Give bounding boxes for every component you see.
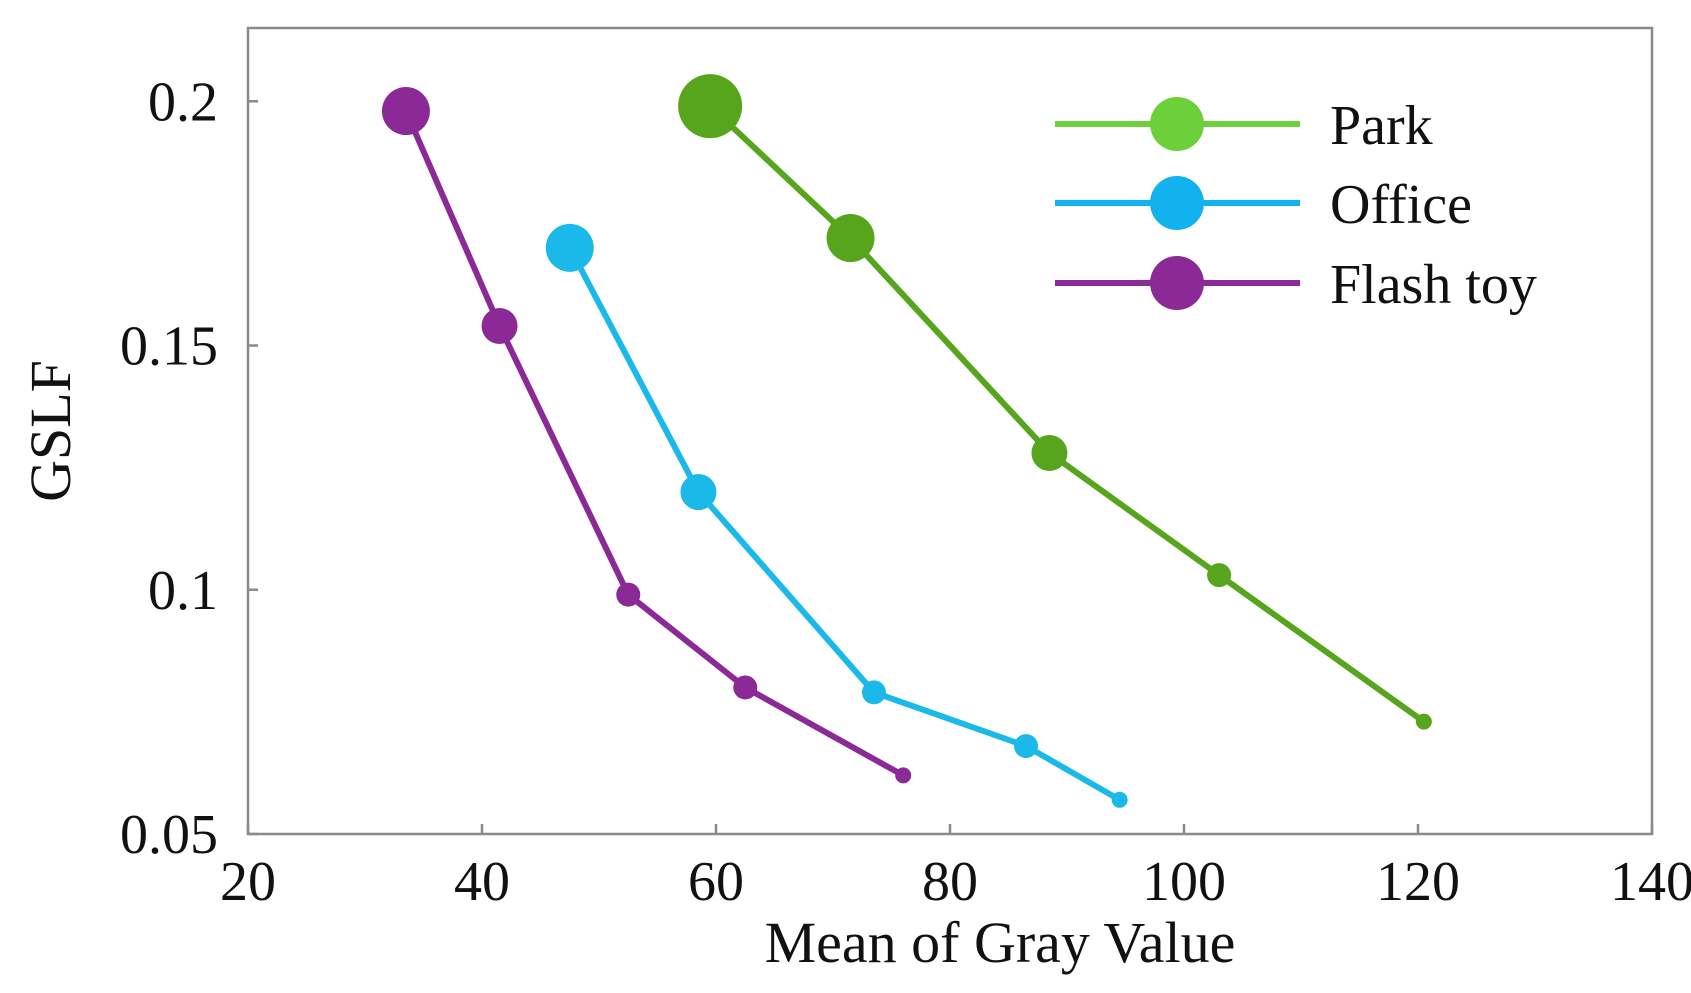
x-tick-label: 60 [688, 851, 744, 913]
legend-item-flash-toy: Flash toy [1055, 254, 1537, 316]
data-point-park [1031, 434, 1068, 471]
data-point-office [1111, 791, 1128, 808]
series [381, 74, 1432, 808]
x-tick-label: 20 [220, 851, 276, 913]
legend-marker [1150, 176, 1204, 230]
data-point-flash-toy [733, 675, 758, 700]
legend-label: Flash toy [1330, 254, 1537, 316]
x-tick-label: 120 [1376, 851, 1460, 913]
legend-marker [1150, 97, 1204, 151]
data-point-park [1415, 713, 1432, 730]
y-tick-label: 0.2 [148, 71, 218, 133]
data-point-office [680, 474, 717, 511]
series-line-office [567, 246, 1122, 803]
series-flash-toy [381, 87, 912, 784]
series-line-flash-toy [403, 109, 905, 779]
data-point-flash-toy [616, 582, 641, 607]
x-tick-label: 80 [922, 851, 978, 913]
y-tick-label: 0.05 [120, 804, 218, 866]
y-tick-label: 0.15 [120, 316, 218, 378]
series-office [545, 223, 1128, 808]
legend-item-office: Office [1055, 174, 1472, 236]
plot-frame [246, 26, 1654, 836]
legend-label: Office [1330, 174, 1472, 236]
data-point-park [826, 214, 875, 263]
x-axis: 20 40 60 80 100 120 140 [220, 824, 1691, 913]
data-point-office [861, 680, 886, 705]
x-tick-label: 40 [454, 851, 510, 913]
data-point-flash-toy [481, 307, 518, 344]
data-point-park [1207, 563, 1232, 588]
legend-item-park: Park [1055, 95, 1433, 157]
data-point-office [1014, 734, 1039, 759]
data-point-office [545, 223, 594, 272]
series-park [678, 74, 1432, 730]
x-tick-label: 100 [1142, 851, 1226, 913]
y-tick-label: 0.1 [148, 560, 218, 622]
legend: Park Office Flash toy [1055, 95, 1537, 316]
data-point-flash-toy [895, 767, 912, 784]
legend-label: Park [1330, 95, 1433, 157]
y-axis: 0.05 0.1 0.15 0.2 [120, 71, 258, 866]
x-tick-label: 140 [1610, 851, 1691, 913]
legend-marker [1150, 256, 1204, 310]
x-axis-title: Mean of Gray Value [765, 910, 1236, 975]
y-axis-title: GSLF [18, 360, 83, 502]
data-point-flash-toy [381, 87, 430, 136]
data-point-park [678, 74, 743, 139]
